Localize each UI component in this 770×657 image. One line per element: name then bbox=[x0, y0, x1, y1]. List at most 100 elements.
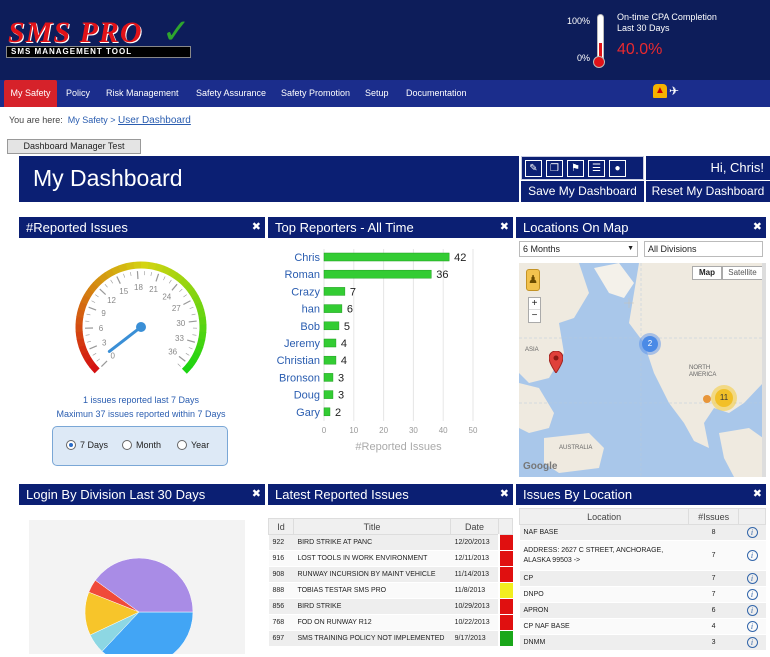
gauge-arc-segment bbox=[191, 291, 195, 298]
close-icon[interactable]: ✖ bbox=[500, 484, 509, 505]
division-select[interactable]: All Divisions bbox=[644, 241, 763, 257]
bar[interactable] bbox=[324, 391, 333, 399]
gauge-tick bbox=[89, 307, 96, 310]
dashboard-manager-button[interactable]: Dashboard Manager Test bbox=[7, 139, 141, 154]
bar[interactable] bbox=[324, 305, 342, 313]
bar[interactable] bbox=[324, 253, 449, 261]
nav-risk-management[interactable]: Risk Management bbox=[100, 80, 185, 107]
close-icon[interactable]: ✖ bbox=[500, 217, 509, 238]
map-cluster-blue[interactable]: 2 bbox=[639, 333, 661, 355]
bar[interactable] bbox=[324, 339, 336, 347]
nav-setup[interactable]: Setup bbox=[359, 80, 395, 107]
nav-policy[interactable]: Policy bbox=[60, 80, 96, 107]
info-cell: i bbox=[739, 619, 766, 635]
issue-title: LOST TOOLS IN WORK ENVIRONMENT bbox=[293, 551, 450, 567]
map-dot-marker[interactable] bbox=[703, 395, 711, 403]
street-view-pegman-icon[interactable]: ♟ bbox=[526, 269, 540, 291]
info-icon[interactable]: i bbox=[747, 550, 758, 561]
edit-icon[interactable]: ✎ bbox=[525, 160, 542, 177]
column-header-date[interactable]: Date bbox=[451, 519, 499, 535]
close-icon[interactable]: ✖ bbox=[252, 217, 261, 238]
table-row[interactable]: ADDRESS: 2627 C STREET, ANCHORAGE, ALASK… bbox=[520, 541, 766, 571]
bar-value-label: 2 bbox=[335, 407, 341, 419]
save-dashboard-button[interactable]: Save My Dashboard bbox=[521, 181, 644, 202]
map-scrollbar[interactable] bbox=[762, 263, 766, 477]
map-cluster-yellow[interactable]: 11 bbox=[711, 385, 737, 411]
copy-icon[interactable]: ❐ bbox=[546, 160, 563, 177]
info-icon[interactable]: i bbox=[747, 573, 758, 584]
nav-safety-assurance[interactable]: Safety Assurance bbox=[190, 80, 272, 107]
close-icon[interactable]: ✖ bbox=[753, 217, 762, 238]
issue-title: BIRD STRIKE bbox=[293, 599, 450, 615]
gauge-tick bbox=[87, 314, 91, 315]
gauge-arc-segment bbox=[155, 267, 163, 269]
bar[interactable] bbox=[324, 356, 336, 364]
breadcrumb-current[interactable]: User Dashboard bbox=[118, 115, 191, 126]
bar[interactable] bbox=[324, 270, 431, 278]
gauge-tick bbox=[172, 284, 177, 290]
close-icon[interactable]: ✖ bbox=[252, 484, 261, 505]
bar[interactable] bbox=[324, 373, 333, 381]
info-icon[interactable]: i bbox=[747, 527, 758, 538]
period-select[interactable]: 6 Months▼ bbox=[519, 241, 638, 257]
range-option-7-days[interactable]: 7 Days bbox=[66, 440, 108, 450]
nav-my-safety[interactable]: My Safety bbox=[4, 80, 57, 107]
column-header-location[interactable]: Location bbox=[520, 509, 689, 525]
gauge-hub bbox=[136, 322, 146, 332]
nav-safety-promotion[interactable]: Safety Promotion bbox=[275, 80, 356, 107]
range-option-month[interactable]: Month bbox=[122, 440, 161, 450]
gauge-arc-segment bbox=[127, 265, 135, 266]
range-option-year[interactable]: Year bbox=[177, 440, 209, 450]
nav-documentation[interactable]: Documentation bbox=[400, 80, 473, 107]
category-label: han bbox=[302, 304, 320, 316]
reset-dashboard-button[interactable]: Reset My Dashboard bbox=[646, 181, 770, 202]
satellite-type-button[interactable]: Satellite bbox=[722, 266, 763, 280]
table-header-row: Id Title Date bbox=[269, 519, 513, 535]
bar[interactable] bbox=[324, 322, 339, 330]
issue-title: SMS TRAINING POLICY NOT IMPLEMENTED bbox=[293, 631, 450, 647]
info-icon[interactable]: i bbox=[747, 605, 758, 616]
breadcrumb-root[interactable]: My Safety bbox=[68, 115, 108, 125]
breadcrumb: You are here: My Safety > User Dashboard bbox=[9, 115, 191, 126]
document-icon[interactable]: ☰ bbox=[588, 160, 605, 177]
sms-pro-logo[interactable]: SMS PRO ✓ SMS MANAGEMENT TOOL bbox=[6, 16, 194, 60]
info-icon[interactable]: i bbox=[747, 589, 758, 600]
alert-bell-icon[interactable]: ▲ bbox=[653, 84, 667, 98]
column-header-title[interactable]: Title bbox=[293, 519, 450, 535]
column-header-id[interactable]: Id bbox=[269, 519, 294, 535]
bar[interactable] bbox=[324, 287, 345, 295]
user-icon[interactable]: ● bbox=[609, 160, 626, 177]
close-icon[interactable]: ✖ bbox=[753, 484, 762, 505]
x-tick-label: 50 bbox=[469, 426, 478, 435]
x-tick-label: 20 bbox=[379, 426, 388, 435]
panel-header: Latest Reported Issues ✖ bbox=[268, 484, 513, 505]
flag-icon[interactable]: ⚑ bbox=[567, 160, 584, 177]
world-map[interactable]: ASIA NORTH AMERICA AUSTRALIA Google ♟ + … bbox=[519, 263, 763, 477]
zoom-in-button[interactable]: + bbox=[529, 298, 540, 310]
bar[interactable] bbox=[324, 408, 330, 416]
info-icon[interactable]: i bbox=[747, 621, 758, 632]
category-label: Chris bbox=[294, 252, 320, 264]
airplane-icon[interactable]: ✈ bbox=[669, 84, 679, 98]
gauge-tick bbox=[92, 301, 96, 303]
zoom-out-button[interactable]: − bbox=[529, 310, 540, 322]
info-icon[interactable]: i bbox=[747, 637, 758, 648]
gauge-tick bbox=[163, 276, 165, 280]
map-marker-icon[interactable] bbox=[549, 351, 563, 371]
map-type-button[interactable]: Map bbox=[692, 266, 722, 280]
column-header-issues[interactable]: #Issues bbox=[689, 509, 739, 525]
